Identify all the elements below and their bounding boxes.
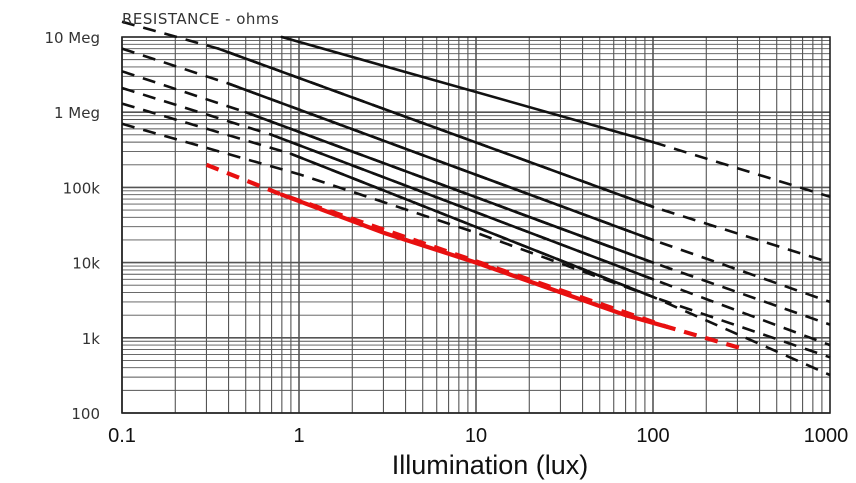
series-5-solid-line (270, 133, 655, 281)
y-tick-label: 100k (63, 179, 101, 197)
series-1-dashed-line (652, 140, 831, 199)
y-tick-label: 1k (82, 330, 101, 348)
series-8 (205, 162, 746, 352)
series-7-dashed-line (121, 122, 831, 377)
series-4-solid-line (244, 110, 655, 264)
plot-frame (121, 36, 831, 414)
series-1 (280, 35, 831, 199)
chart-title: RESISTANCE - ohms (122, 10, 279, 28)
series-1-solid-line (280, 35, 655, 144)
series-7 (121, 122, 831, 377)
x-tick-label: 1 (293, 425, 304, 447)
series-6-dashed-line (121, 102, 831, 359)
series-8-solid-line (279, 192, 670, 329)
x-tick-label: 100 (636, 425, 669, 447)
plot-border (121, 36, 831, 414)
y-tick-label: 100 (71, 405, 100, 423)
series-6 (121, 102, 831, 359)
series-3 (121, 47, 831, 304)
series-3-solid-line (227, 82, 655, 242)
series-6-solid-line (289, 152, 655, 299)
series-2 (121, 20, 831, 264)
y-tick-label: 1 Meg (54, 104, 100, 122)
y-tick-label: 10 Meg (44, 29, 100, 47)
x-tick-label: 0.1 (108, 425, 136, 447)
x-tick-labels: 0.1 1 10 100 1000 (108, 425, 848, 447)
series-8-dashed-line (205, 162, 746, 352)
x-tick-label: 10 (465, 425, 487, 447)
series-5 (121, 86, 831, 347)
x-axis-title: Illumination (lux) (392, 450, 589, 480)
series-2-solid-line (217, 47, 655, 209)
curves (121, 20, 831, 377)
grid (121, 37, 830, 414)
y-tick-labels: 100 1k 10k 100k 1 Meg 10 Meg (44, 29, 100, 423)
series-4 (121, 70, 831, 326)
y-tick-label: 10k (72, 255, 100, 273)
x-tick-label: 1000 (804, 425, 849, 447)
